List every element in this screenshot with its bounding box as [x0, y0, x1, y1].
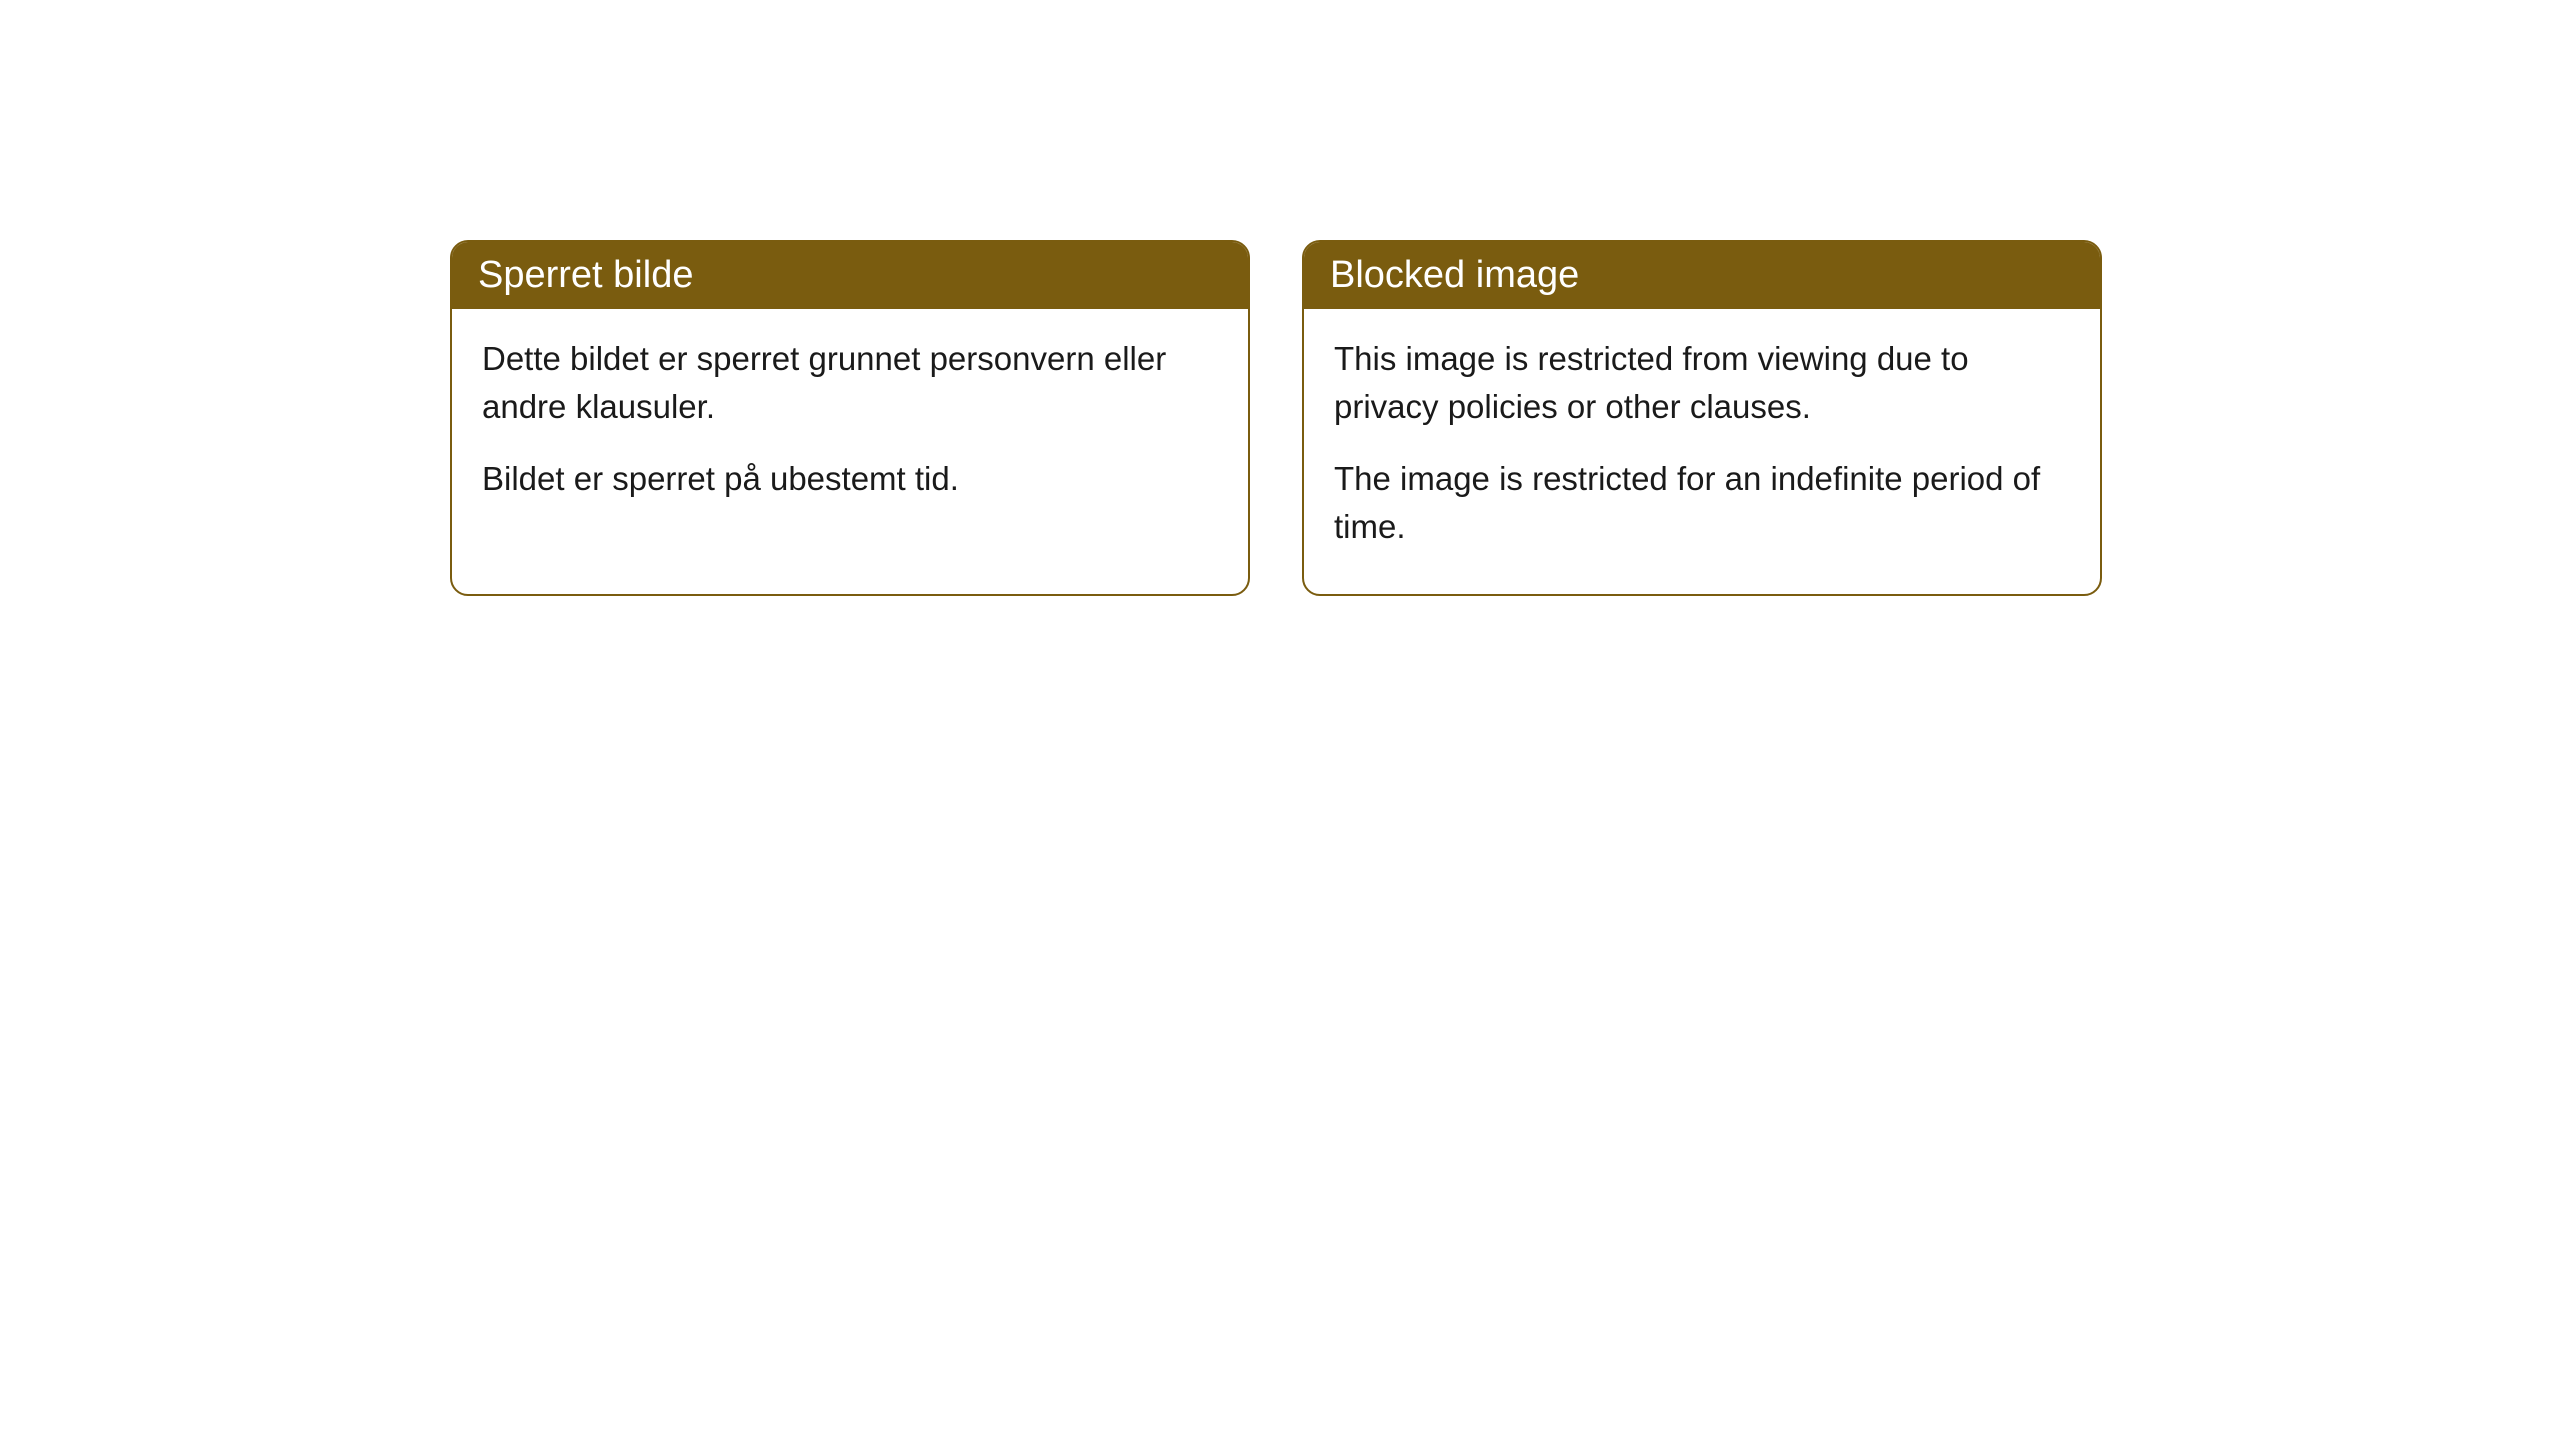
- card-paragraph-en-2: The image is restricted for an indefinit…: [1334, 455, 2070, 551]
- card-title-en: Blocked image: [1304, 242, 2100, 309]
- card-body-en: This image is restricted from viewing du…: [1304, 309, 2100, 594]
- card-paragraph-en-1: This image is restricted from viewing du…: [1334, 335, 2070, 431]
- card-title-no: Sperret bilde: [452, 242, 1248, 309]
- card-body-no: Dette bildet er sperret grunnet personve…: [452, 309, 1248, 547]
- card-paragraph-no-2: Bildet er sperret på ubestemt tid.: [482, 455, 1218, 503]
- blocked-image-card-en: Blocked image This image is restricted f…: [1302, 240, 2102, 596]
- blocked-image-card-no: Sperret bilde Dette bildet er sperret gr…: [450, 240, 1250, 596]
- card-paragraph-no-1: Dette bildet er sperret grunnet personve…: [482, 335, 1218, 431]
- notice-cards-container: Sperret bilde Dette bildet er sperret gr…: [450, 240, 2102, 596]
